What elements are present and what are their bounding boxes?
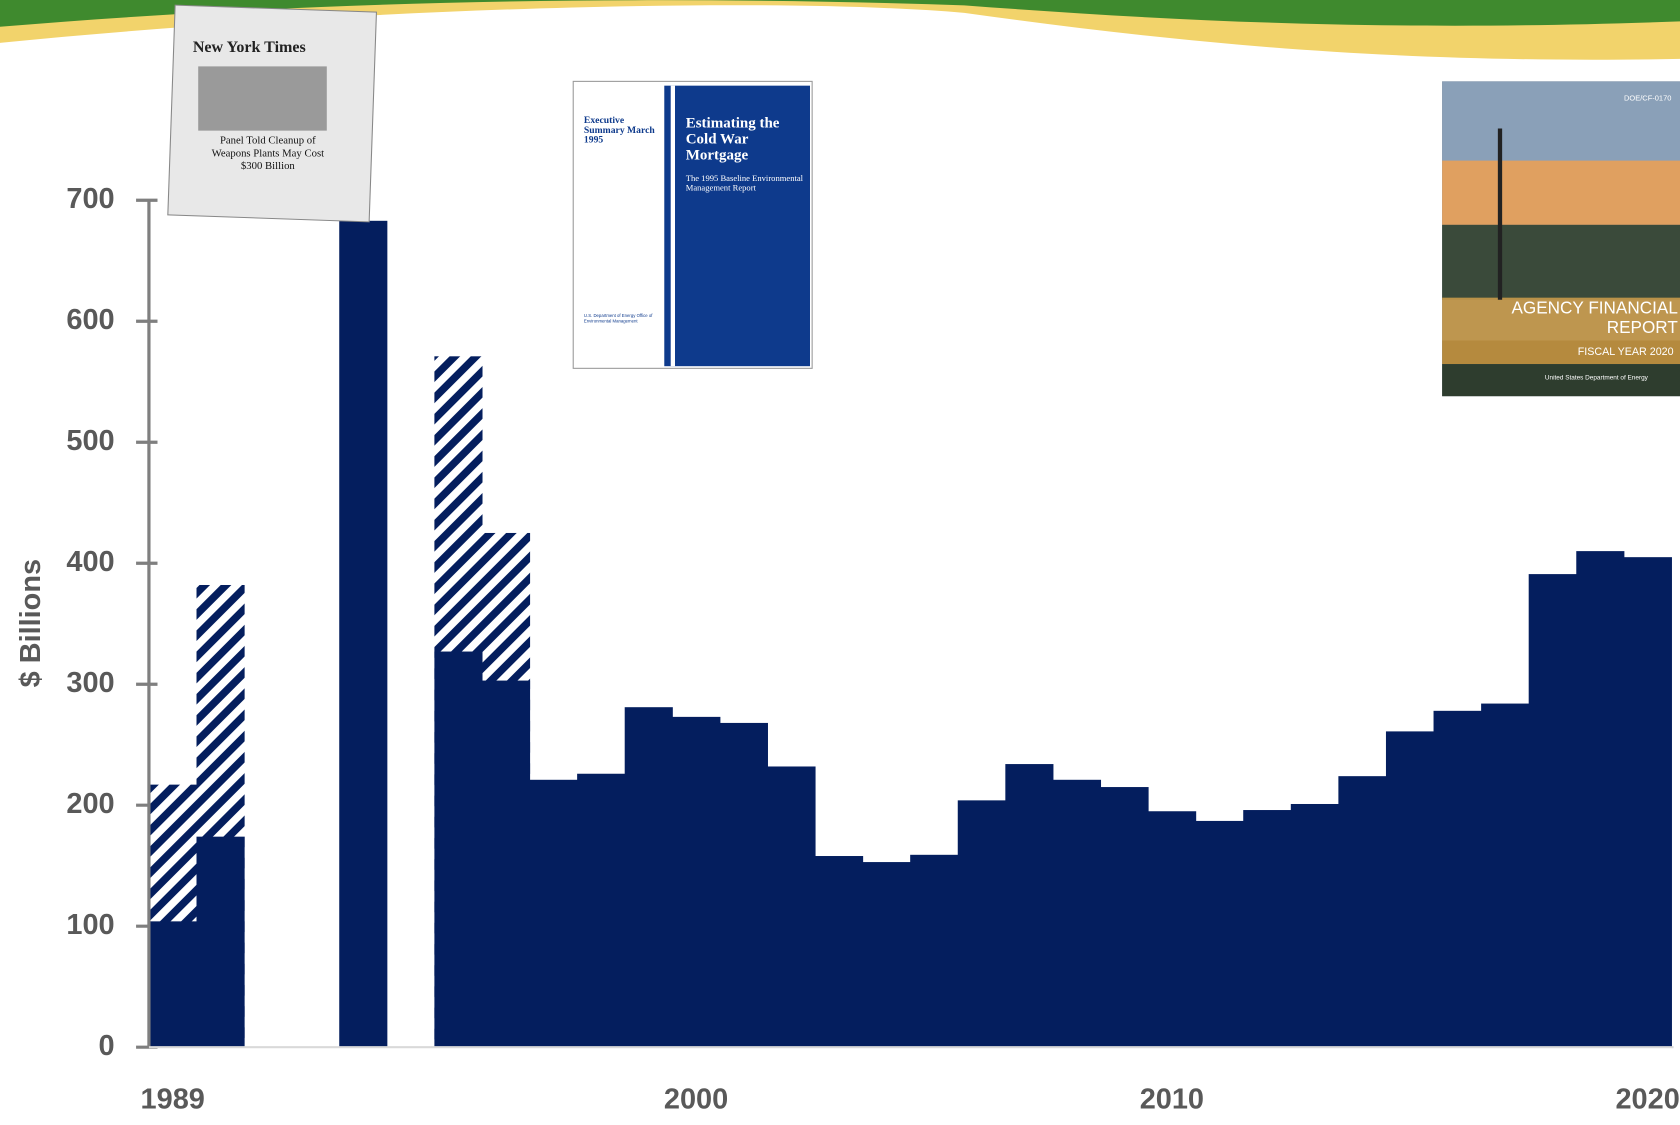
banner-green	[0, 0, 1680, 27]
bar	[1052, 779, 1102, 1048]
bar	[1148, 811, 1197, 1048]
bar	[1243, 810, 1292, 1048]
y-tick-label: 600	[66, 304, 114, 336]
agency-text: U.S. Department of Energy Office of Envi…	[583, 312, 653, 324]
x-tick-label: 2010	[1140, 1083, 1204, 1115]
newspaper-image: New York Times Panel Told Cleanup of Wea…	[167, 4, 378, 223]
y-tick-label: 500	[66, 425, 114, 457]
bar	[1100, 787, 1149, 1048]
afr-title: AGENCY FINANCIAL REPORT	[1511, 299, 1678, 338]
bar	[148, 921, 198, 1048]
bar	[1195, 820, 1244, 1048]
bar	[815, 856, 864, 1048]
bar	[1290, 803, 1339, 1048]
y-tick-label: 300	[66, 667, 114, 699]
bar	[910, 854, 959, 1048]
bar	[577, 773, 626, 1048]
afr-year: FISCAL YEAR 2020	[1578, 346, 1674, 358]
bar	[957, 800, 1006, 1048]
plot: 0 100 200 300 400 500 600 700 1989 2000 2010 2020	[66, 183, 1679, 1115]
bar	[1481, 703, 1530, 1048]
report-2020-image: DOE/CF-0170 AGENCY FINANCIAL REPORT FISC…	[1442, 81, 1680, 397]
bar	[1385, 731, 1435, 1048]
bar	[481, 680, 531, 1048]
bar	[339, 220, 388, 1048]
bar	[1433, 710, 1482, 1048]
bar	[196, 836, 245, 1048]
bar	[1005, 764, 1054, 1048]
y-tick-label: 0	[99, 1030, 115, 1062]
side-text: Executive Summary March 1995	[583, 115, 655, 145]
x-tick-label: 2020	[1615, 1083, 1679, 1115]
y-axis-label: $ Billions	[15, 559, 47, 687]
bar	[529, 779, 578, 1048]
x-tick-label: 2000	[664, 1083, 728, 1115]
report-title: Estimating the Cold War Mortgage	[685, 115, 780, 164]
y-tick-label: 200	[66, 788, 114, 820]
bar	[1528, 574, 1577, 1048]
bar	[1338, 776, 1387, 1048]
bar	[434, 651, 483, 1048]
report-subtitle: The 1995 Baseline Environmental Manageme…	[685, 173, 804, 193]
bar	[767, 766, 816, 1048]
report-code: DOE/CF-0170	[1624, 93, 1671, 102]
bar	[624, 707, 673, 1048]
report-1995-image: Executive Summary March 1995 U.S. Depart…	[572, 80, 813, 369]
afr-agency: United States Department of Energy	[1545, 375, 1649, 382]
bar	[1576, 551, 1625, 1048]
headline: Panel Told Cleanup of Weapons Plants May…	[211, 134, 325, 172]
bar	[1623, 557, 1672, 1048]
bar	[862, 862, 911, 1048]
x-tick-label: 1989	[141, 1083, 205, 1115]
y-tick-label: 700	[66, 183, 114, 215]
bar	[672, 716, 721, 1048]
y-tick-label: 400	[66, 546, 114, 578]
masthead: New York Times	[193, 39, 306, 56]
y-tick-label: 100	[66, 909, 114, 941]
bar	[719, 722, 768, 1048]
